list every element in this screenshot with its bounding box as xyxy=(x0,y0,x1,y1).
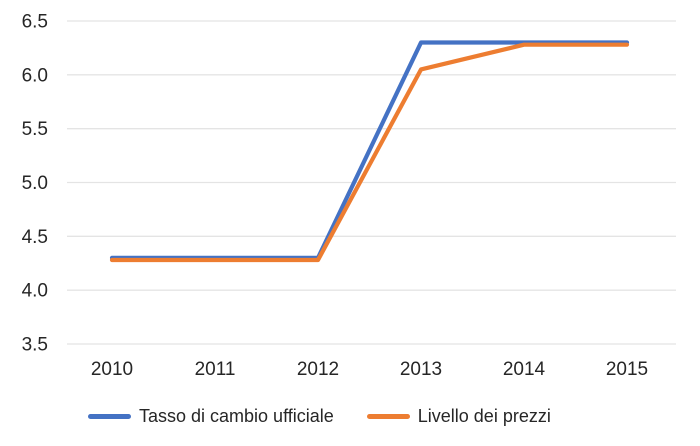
y-axis-tick-label: 4.0 xyxy=(22,281,48,302)
legend-label-livello-dei-prezzi: Livello dei prezzi xyxy=(417,406,551,426)
legend-label-tasso-di-cambio: Tasso di cambio ufficiale xyxy=(139,406,334,426)
y-axis-tick-label: 3.5 xyxy=(22,335,48,356)
y-axis-tick-label: 6.5 xyxy=(22,12,48,33)
x-axis-tick-label: 2012 xyxy=(297,359,339,380)
legend-swatch-tasso-di-cambio xyxy=(88,413,131,419)
legend-swatch-livello-dei-prezzi xyxy=(366,413,410,419)
series-line-0 xyxy=(109,40,630,260)
x-axis-tick-label: 2015 xyxy=(606,359,648,380)
y-axis-tick-label: 4.5 xyxy=(22,227,48,248)
y-axis-tick-label: 6.0 xyxy=(22,65,48,86)
legend-item-tasso-di-cambio: Tasso di cambio ufficiale xyxy=(88,407,334,425)
series-line-1 xyxy=(109,42,630,263)
y-axis-tick-label: 5.5 xyxy=(22,119,48,140)
x-axis-tick-label: 2011 xyxy=(195,359,236,380)
chart-legend: Tasso di cambio ufficiale Livello dei pr… xyxy=(88,404,551,428)
x-axis-tick-label: 2013 xyxy=(400,359,442,380)
x-axis-tick-label: 2010 xyxy=(91,359,133,380)
x-axis-tick-label: 2014 xyxy=(503,359,546,380)
legend-item-livello-dei-prezzi: Livello dei prezzi xyxy=(366,406,551,426)
y-axis-tick-label: 5.0 xyxy=(22,173,48,194)
